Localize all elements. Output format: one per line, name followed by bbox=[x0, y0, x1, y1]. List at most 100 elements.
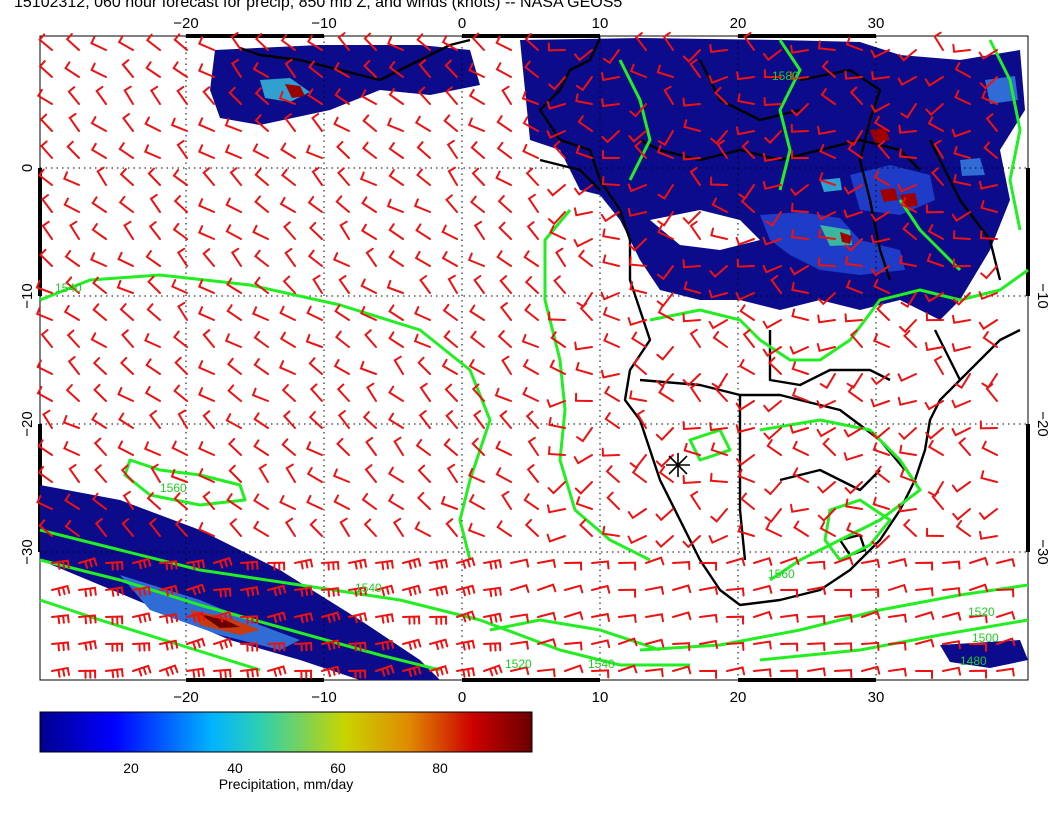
wind-barb bbox=[469, 304, 485, 321]
wind-barb bbox=[496, 520, 512, 537]
wind-barb bbox=[335, 195, 350, 213]
wind-barb bbox=[926, 253, 944, 267]
wind-barb bbox=[41, 220, 53, 240]
wind-barb bbox=[845, 36, 863, 51]
wind-barb bbox=[951, 481, 971, 493]
wind-barb bbox=[762, 346, 782, 357]
wind-barb bbox=[253, 276, 269, 294]
wind-barb bbox=[336, 140, 350, 159]
wind-barb bbox=[121, 518, 134, 537]
wind-barb bbox=[951, 128, 971, 138]
wind-barb bbox=[578, 518, 593, 537]
wind-barb bbox=[820, 88, 836, 105]
wind-barb bbox=[442, 303, 458, 321]
wind-barb bbox=[573, 207, 593, 217]
wind-barb bbox=[849, 329, 863, 348]
wind-barb bbox=[278, 360, 296, 375]
wind-barb bbox=[186, 559, 205, 570]
wind-barb bbox=[925, 312, 944, 322]
wind-barb bbox=[510, 640, 529, 650]
wind-barb bbox=[817, 125, 836, 135]
wind-barb bbox=[870, 398, 890, 408]
wind-barb bbox=[197, 36, 215, 51]
wind-barb bbox=[91, 196, 107, 213]
wind-barb bbox=[362, 114, 377, 132]
wind-barb bbox=[954, 373, 971, 389]
wind-barb bbox=[546, 130, 566, 139]
wind-barb bbox=[521, 90, 539, 105]
wind-barb bbox=[933, 139, 944, 159]
wind-barb bbox=[170, 117, 188, 132]
wind-barb bbox=[197, 117, 215, 132]
wind-barb bbox=[709, 176, 728, 186]
lon-tick: −10 bbox=[311, 689, 336, 706]
wind-barb bbox=[712, 330, 728, 348]
wind-barb bbox=[818, 172, 836, 186]
wind-barb bbox=[468, 468, 485, 483]
wind-barb bbox=[37, 168, 53, 186]
wind-barb bbox=[682, 211, 701, 225]
wind-barb bbox=[413, 198, 431, 213]
wind-barb bbox=[897, 76, 917, 86]
wind-barb bbox=[807, 642, 826, 652]
wind-barb bbox=[737, 93, 755, 105]
wind-barb bbox=[123, 85, 134, 105]
wind-barb bbox=[898, 49, 917, 62]
wind-barb bbox=[282, 275, 296, 294]
wind-barb bbox=[708, 319, 728, 330]
contour-label: 1540 bbox=[355, 581, 382, 595]
wind-barb bbox=[933, 31, 944, 51]
lon-ticks-top: −20 −10 0 10 20 30 bbox=[173, 15, 884, 32]
wind-barb bbox=[66, 140, 80, 159]
wind-barb bbox=[682, 97, 701, 107]
wind-barb bbox=[645, 667, 664, 678]
wind-barb bbox=[656, 346, 674, 361]
wind-barb bbox=[145, 33, 161, 51]
wind-barb bbox=[90, 142, 107, 159]
wind-barb bbox=[524, 303, 539, 321]
wind-barb bbox=[333, 62, 350, 78]
wind-barb bbox=[710, 130, 728, 145]
wind-barb bbox=[148, 518, 161, 537]
wind-barb bbox=[996, 610, 1016, 620]
wind-barb bbox=[68, 463, 80, 483]
wind-barb bbox=[726, 557, 746, 567]
wind-barb bbox=[978, 49, 998, 60]
wind-barb bbox=[628, 130, 647, 143]
wind-barb bbox=[456, 557, 476, 569]
wind-barb bbox=[443, 114, 458, 132]
wind-barb bbox=[792, 467, 809, 483]
wind-barb bbox=[627, 508, 647, 520]
wind-barb bbox=[672, 611, 692, 621]
wind-barb bbox=[321, 611, 341, 623]
wind-barb bbox=[186, 583, 206, 596]
wind-barb bbox=[969, 556, 989, 566]
wind-barb bbox=[173, 195, 188, 213]
wind-barb bbox=[888, 641, 907, 651]
wind-barb bbox=[197, 63, 215, 78]
lon-tick: 0 bbox=[458, 15, 466, 32]
wind-barb bbox=[308, 60, 323, 78]
wind-barb bbox=[306, 305, 323, 321]
wind-barb bbox=[429, 585, 449, 597]
wind-barb bbox=[537, 638, 557, 647]
wind-barb bbox=[495, 62, 512, 78]
wind-barb bbox=[591, 669, 610, 679]
wind-barb bbox=[873, 170, 890, 186]
wind-barb bbox=[709, 265, 728, 278]
wind-barb bbox=[735, 126, 755, 136]
contour-labels: 1540 1560 1540 1520 1500 1480 1520 1540 … bbox=[55, 69, 999, 671]
contour-label: 1560 bbox=[160, 481, 187, 495]
lat-tick: 0 bbox=[19, 164, 36, 172]
wind-barb bbox=[817, 481, 836, 494]
wind-barb bbox=[714, 383, 728, 402]
wind-barb bbox=[197, 144, 215, 159]
wind-barb bbox=[601, 130, 620, 144]
wind-barb bbox=[78, 557, 98, 569]
wind-barb bbox=[145, 250, 161, 267]
lat-tick: −10 bbox=[1034, 283, 1051, 308]
wind-barb bbox=[362, 411, 377, 429]
wind-barb bbox=[601, 447, 620, 457]
wind-barb bbox=[969, 669, 988, 679]
wind-barb bbox=[708, 535, 728, 544]
